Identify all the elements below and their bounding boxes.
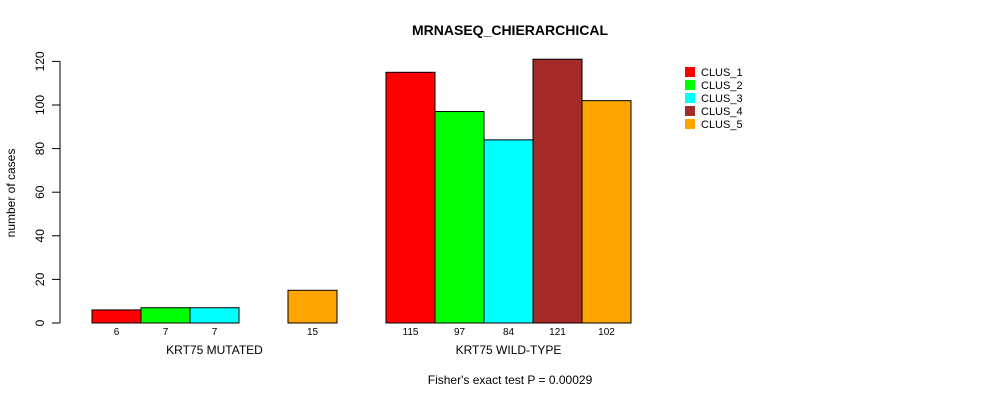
legend-label: CLUS_2 [701, 80, 743, 92]
chart-title: MRNASEQ_CHIERARCHICAL [412, 22, 608, 38]
bar-value-label: 84 [503, 327, 515, 338]
bar-value-label: 97 [454, 327, 466, 338]
bars [91, 58, 632, 324]
y-tick-label: 80 [33, 142, 47, 156]
legend-label: CLUS_3 [701, 93, 743, 105]
legend-swatch [685, 106, 695, 116]
y-tick-label: 40 [33, 229, 47, 243]
bar-value-label: 102 [598, 327, 615, 338]
legend-swatch [685, 67, 695, 77]
legend-swatch [685, 119, 695, 129]
y-axis: 0 20 40 60 80 100 120 [33, 51, 61, 326]
y-tick-label: 100 [33, 95, 47, 115]
bar-value-label: 115 [403, 327, 419, 338]
legend-label: CLUS_1 [701, 67, 743, 79]
bar-clus-5-group-2 [581, 100, 632, 324]
bar-clus-5-group-1 [287, 289, 338, 324]
y-tick-label: 0 [33, 319, 47, 326]
bar-clus-3-group-1 [189, 307, 240, 324]
y-tick-label: 120 [33, 51, 47, 71]
bar-value-label: 6 [114, 327, 120, 338]
bar-value-label: 121 [549, 327, 566, 338]
bar-value-label: 15 [307, 327, 319, 338]
bar-value-label: 7 [163, 327, 169, 338]
fisher-test-footnote: Fisher's exact test P = 0.00029 [428, 373, 593, 387]
bar-clus-3-group-2 [483, 139, 534, 324]
legend-swatch [685, 93, 695, 103]
bar-clus-2-group-1 [140, 307, 191, 324]
bar-clus-1-group-2 [385, 71, 436, 324]
legend-label: CLUS_4 [701, 106, 743, 118]
legend-label: CLUS_5 [701, 119, 743, 131]
bar-clus-1-group-1 [91, 309, 142, 324]
value-labels: 6 7 7 15 115 97 84 121 102 [114, 327, 616, 338]
bar-value-label: 7 [212, 327, 218, 338]
group-label: KRT75 MUTATED [166, 343, 263, 357]
bar-clus-4-group-2 [532, 58, 583, 324]
group-labels: KRT75 MUTATED KRT75 WILD-TYPE [166, 343, 561, 357]
y-tick-label: 20 [33, 272, 47, 286]
y-tick-label: 60 [33, 185, 47, 199]
group-label: KRT75 WILD-TYPE [456, 343, 562, 357]
legend-swatch [685, 80, 695, 90]
y-axis-label: number of cases [4, 149, 18, 238]
bar-clus-2-group-2 [434, 111, 485, 324]
